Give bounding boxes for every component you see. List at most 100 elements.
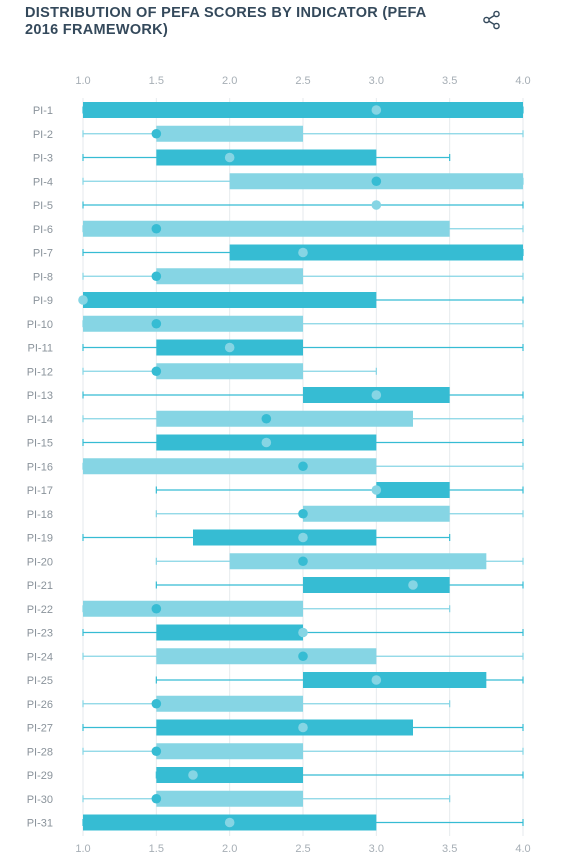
iqr-box [156,695,303,712]
box-pi-16[interactable] [82,458,524,475]
median-point [261,437,272,448]
x-tick-label: 1.5 [149,843,164,853]
category-label: PI-8 [33,271,53,283]
box-pi-30[interactable] [82,790,451,807]
box-pi-11[interactable] [82,339,524,356]
x-axis-top: 1.0 1.5 2.0 2.5 3.0 3.5 4.0 [75,75,530,87]
median-point [298,556,308,567]
iqr-box [303,672,487,688]
iqr-box [156,790,303,807]
category-label: PI-4 [33,176,53,188]
iqr-box [156,743,303,760]
box-pi-15[interactable] [82,434,524,451]
median-point [151,271,162,282]
iqr-box [303,505,450,522]
box-pi-4[interactable] [82,173,524,190]
box-pi-7[interactable] [82,244,524,261]
iqr-box [156,648,377,665]
iqr-box [83,600,303,617]
box-pi-14[interactable] [82,410,524,427]
box-pi-10[interactable] [82,315,524,332]
median-point [298,508,308,519]
box-pi-31[interactable] [82,814,524,831]
category-label: PI-13 [27,390,53,402]
box-pi-6[interactable] [82,220,524,237]
median-point [151,746,162,757]
box-pi-2[interactable] [82,125,524,142]
median-point [371,105,382,115]
x-tick-label: 2.5 [295,75,310,87]
median-point [151,793,162,804]
median-point [298,722,308,733]
category-label: PI-7 [33,248,53,260]
share-icon [483,10,500,30]
iqr-box [229,244,523,261]
box-pi-19[interactable] [82,529,451,546]
iqr-box [229,553,487,570]
x-axis-bottom: 1.0 1.5 2.0 2.5 3.0 3.5 4.0 [75,843,530,853]
box-pi-18[interactable] [155,505,524,522]
median-point [408,580,418,590]
box-pi-17[interactable] [155,482,524,498]
box-pi-13[interactable] [82,387,524,403]
median-point [261,413,272,424]
iqr-box [156,363,303,380]
box-pi-22[interactable] [82,600,451,617]
box-pi-9[interactable] [78,292,524,308]
share-button[interactable] [481,9,503,31]
median-point [188,770,198,780]
median-point [298,532,308,543]
box-pi-12[interactable] [82,363,377,380]
median-point [298,651,308,662]
median-point [298,627,308,638]
category-label: PI-6 [33,224,53,236]
category-label: PI-21 [27,580,53,592]
box-pi-8[interactable] [82,268,524,285]
median-point [151,603,162,614]
box-pi-23[interactable] [82,624,524,641]
box-pi-29[interactable] [155,767,524,783]
box-pi-5[interactable] [82,200,524,210]
iqr-box [83,292,377,308]
x-tick-label: 4.0 [515,843,530,853]
iqr-box [156,719,414,736]
iqr-box [83,315,303,332]
x-tick-label: 2.0 [222,75,237,87]
box-pi-26[interactable] [82,695,451,712]
box-pi-3[interactable] [82,149,451,166]
median-point [224,342,235,353]
category-label: PI-2 [33,129,53,141]
box-pi-28[interactable] [82,743,524,760]
category-label: PI-26 [27,699,53,711]
box-pi-24[interactable] [82,648,524,665]
iqr-box [83,458,377,475]
x-tick-label: 3.0 [369,843,384,853]
category-label: PI-24 [27,651,53,663]
x-tick-label: 1.0 [75,75,90,87]
category-label: PI-30 [27,794,53,806]
plot-area [78,102,524,831]
x-tick-label: 1.5 [149,75,164,87]
iqr-box [156,624,303,641]
median-point [151,318,162,329]
box-pi-21[interactable] [155,577,524,593]
iqr-box [156,767,303,783]
box-pi-20[interactable] [155,553,524,570]
median-point [371,675,382,685]
iqr-box [156,268,303,285]
category-label: PI-3 [33,153,53,165]
box-pi-1[interactable] [82,102,524,118]
box-pi-27[interactable] [82,719,524,736]
category-label: PI-17 [27,485,53,497]
median-point [224,152,235,163]
category-label: PI-28 [27,746,53,758]
iqr-box [303,577,450,593]
x-tick-label: 4.0 [515,75,530,87]
chart-title: DISTRIBUTION OF PEFA SCORES BY INDICATOR… [25,5,427,38]
category-label: PI-20 [27,556,53,568]
median-point [371,200,382,210]
median-point [371,176,382,187]
x-tick-label: 1.0 [75,843,90,853]
box-pi-25[interactable] [155,672,524,688]
